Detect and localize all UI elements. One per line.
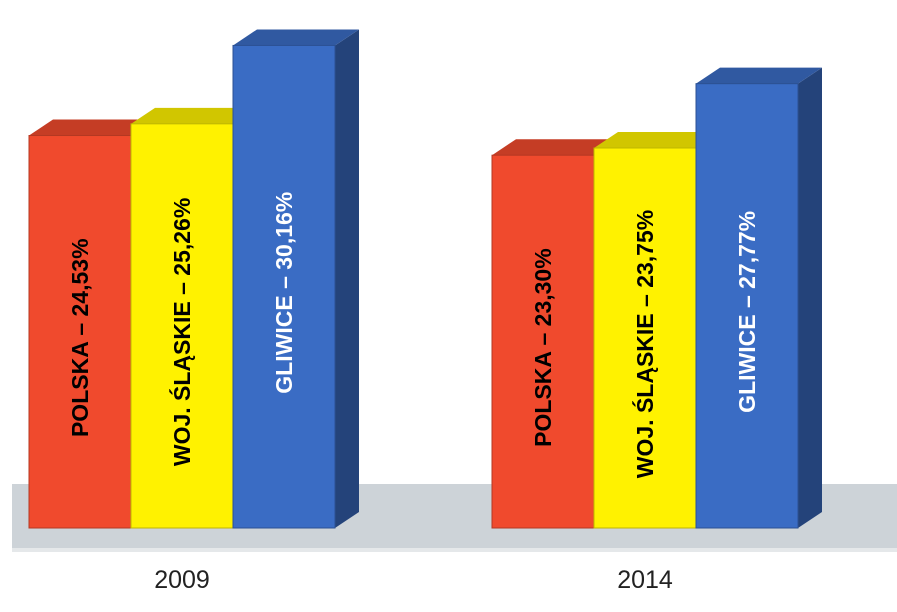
bar-group-2009: POLSKA – 24,53% WOJ. ŚLĄSKIE – 25,26% GLIW… [28,29,359,529]
bar-2014-3: GLIWICE – 27,77% [695,67,822,529]
bar-front [695,83,799,529]
bar-value-label: POLSKA – 23,30% [530,248,556,447]
bar-top [696,67,822,84]
bar-top [492,139,618,156]
bar-value-label: POLSKA – 24,53% [67,238,93,437]
bar-front [232,44,336,529]
bar-top [233,29,359,46]
bar-2009-3: GLIWICE – 30,16% [232,29,359,529]
bar-top [29,119,155,136]
bar-value-label: GLIWICE – 30,16% [271,192,297,394]
floor-edge [12,548,897,552]
category-label-2009: 2009 [154,566,210,594]
bar-side [798,67,822,529]
bar-value-label: GLIWICE – 27,77% [734,211,760,413]
category-label-2014: 2014 [617,566,673,594]
chart-bars: POLSKA – 24,53% WOJ. ŚLĄSKIE – 25,26% GLIW… [28,29,822,529]
bar-front [28,135,132,529]
chart-category-labels: 2009 2014 [154,566,673,594]
bar-front [130,123,234,529]
bar-top [131,107,257,124]
bar-value-label: WOJ. ŚLĄSKIE – 23,75% [631,210,658,478]
bar-front [491,154,595,529]
bar-value-label: WOJ. ŚLĄSKIE – 25,26% [168,198,195,466]
bar-side [335,29,359,528]
bar-group-2014: POLSKA – 23,30% WOJ. ŚLĄSKIE – 23,75% GLIW… [491,67,822,529]
bar-top [594,132,720,148]
